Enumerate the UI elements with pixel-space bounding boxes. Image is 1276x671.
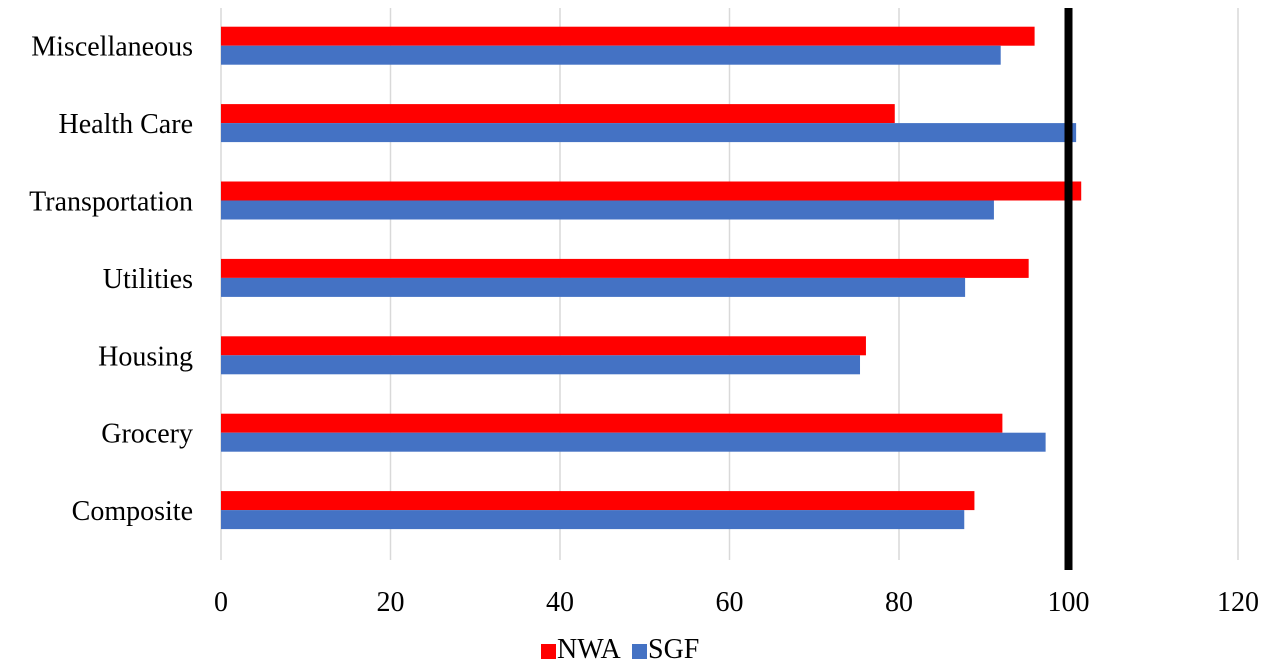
- bar-sgf-miscellaneous: [221, 45, 1001, 65]
- category-label: Composite: [72, 496, 193, 527]
- x-tick-label: 120: [1217, 587, 1259, 618]
- x-tick-label: 0: [214, 587, 228, 618]
- legend-label-nwa: NWA: [557, 634, 622, 665]
- category-labels: Miscellaneous Health Care Transportation Ut…: [29, 32, 193, 527]
- category-label: Housing: [98, 341, 193, 372]
- bar-nwa-grocery: [221, 413, 1003, 433]
- x-tick-labels: 0 20 40 60 80 100 120: [214, 587, 1259, 618]
- legend-swatch-sgf: [632, 644, 647, 659]
- category-label: Miscellaneous: [31, 32, 193, 63]
- bar-nwa-composite: [221, 491, 975, 511]
- category-label: Transportation: [29, 187, 193, 218]
- x-tick-label: 40: [546, 587, 574, 618]
- x-tick-label: 20: [377, 587, 405, 618]
- bar-sgf-transportation: [221, 200, 994, 220]
- bar-nwa-transportation: [221, 181, 1082, 201]
- bar-nwa-utilities: [221, 258, 1029, 278]
- bar-nwa-housing: [221, 336, 866, 356]
- category-label: Utilities: [103, 264, 193, 295]
- x-tick-label: 60: [716, 587, 744, 618]
- bar-sgf-health-care: [221, 123, 1077, 143]
- legend: NWA SGF: [541, 634, 699, 665]
- category-label: Grocery: [101, 419, 193, 450]
- category-label: Health Care: [59, 109, 194, 140]
- bar-sgf-utilities: [221, 277, 966, 297]
- bar-sgf-composite: [221, 510, 965, 530]
- bar-sgf-grocery: [221, 432, 1046, 452]
- x-tick-label: 80: [885, 587, 913, 618]
- bar-sgf-housing: [221, 355, 861, 375]
- bar-nwa-miscellaneous: [221, 26, 1035, 46]
- legend-label-sgf: SGF: [648, 634, 699, 665]
- x-tick-label: 100: [1048, 587, 1090, 618]
- bars: [221, 26, 1082, 530]
- legend-swatch-nwa: [541, 644, 556, 659]
- bar-nwa-health-care: [221, 104, 895, 124]
